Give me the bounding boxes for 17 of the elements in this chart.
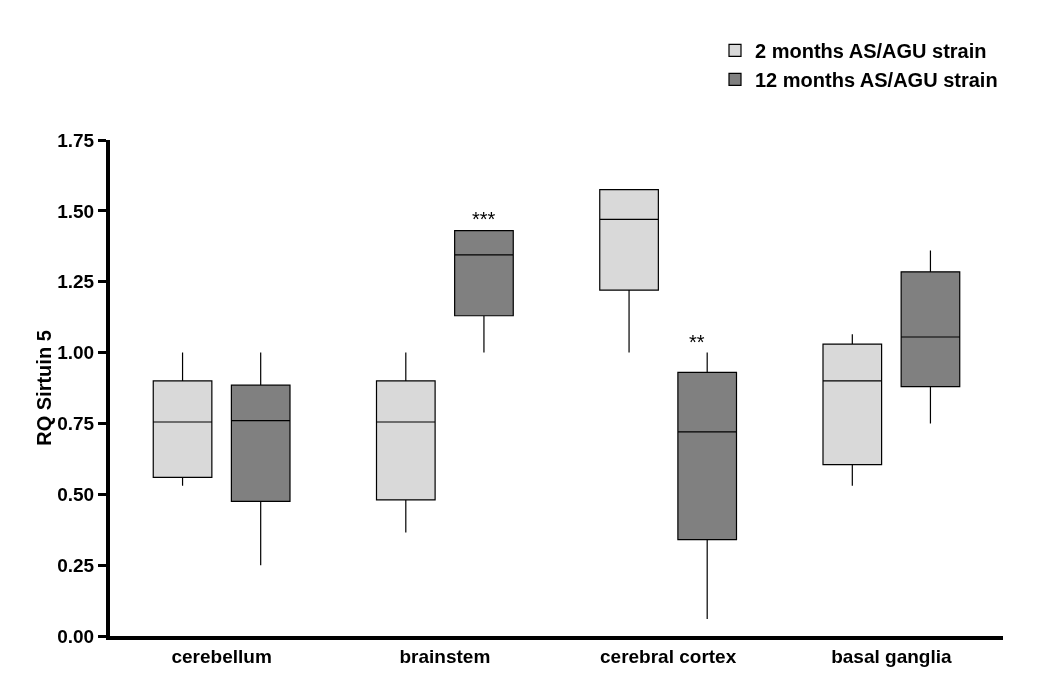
y-tick-label: 1.00 <box>57 342 95 364</box>
x-tick-label: basal ganglia <box>831 645 952 667</box>
annotation: *** <box>472 208 496 230</box>
x-tick-label: cerebral cortex <box>600 645 737 667</box>
legend-label: 12 months AS/AGU strain <box>755 69 998 92</box>
y-tick-label: 1.50 <box>57 200 95 222</box>
y-tick-label: 0.50 <box>57 483 95 505</box>
annotation: ** <box>689 331 705 353</box>
y-tick-label: 0.75 <box>57 413 95 435</box>
y-tick-label: 0.25 <box>57 554 95 576</box>
legend-label: 2 months AS/AGU strain <box>755 40 987 63</box>
y-tick-label: 1.25 <box>57 271 95 293</box>
y-tick-label: 1.75 <box>57 129 95 151</box>
y-tick-label: 0.00 <box>57 625 95 647</box>
y-axis-title: RQ Sirtuin 5 <box>33 330 56 446</box>
x-tick-label: cerebellum <box>171 645 272 667</box>
x-tick-label: brainstem <box>399 645 491 667</box>
